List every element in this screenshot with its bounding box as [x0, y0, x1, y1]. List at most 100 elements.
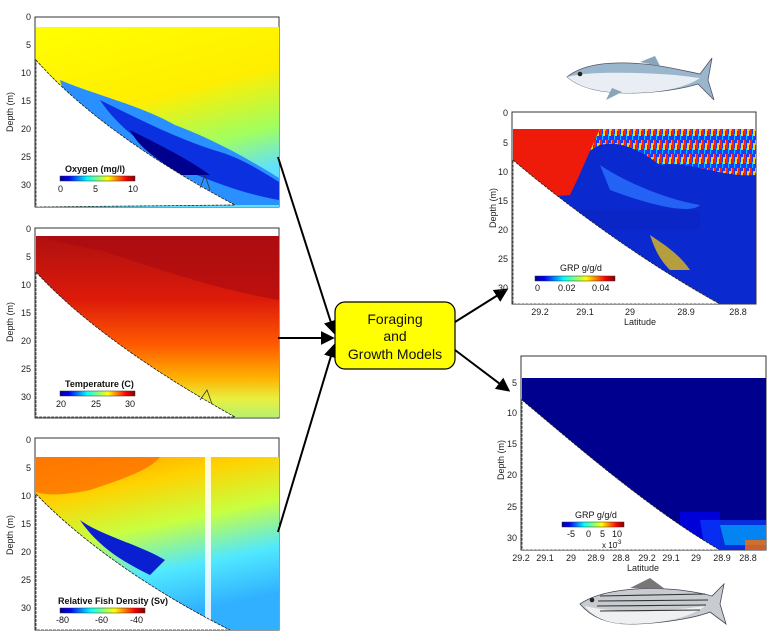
oxygen-panel: 0 5 10 15 20 25 30 Depth (m) Oxygen (mg/…	[5, 12, 280, 208]
y-tick: 5	[26, 252, 31, 262]
colorbar-tick: 0	[58, 184, 63, 194]
striped-bass-illustration	[579, 578, 727, 626]
y-tick: 10	[507, 408, 517, 418]
colorbar-tick: 5	[93, 184, 98, 194]
y-tick: 20	[507, 470, 517, 480]
x-tick: 29	[625, 307, 635, 317]
grp-bluefish-panel: 0 5 10 15 20 25 30 Depth (m) 29.2 29.1 2…	[488, 108, 757, 327]
x-tick: 29	[691, 553, 701, 563]
x-tick: 28.8	[612, 553, 630, 563]
y-tick: 30	[498, 283, 508, 293]
x-tick: 29.1	[576, 307, 594, 317]
y-axis-label: Depth (m)	[496, 440, 506, 480]
grp-bluefish-seabed	[512, 159, 721, 305]
colorbar-tick: 25	[91, 399, 101, 409]
grp-bluefish-y-axis: 0 5 10 15 20 25 30 Depth (m)	[488, 108, 508, 293]
y-tick: 25	[507, 502, 517, 512]
x-tick: 28.8	[739, 553, 757, 563]
arrow-models-to-bluefish-grp	[454, 288, 509, 323]
grp-striped-bass-panel: 5 10 15 20 25 30 Depth (m) 29.2 29.1 29 …	[496, 355, 767, 573]
arrow-models-to-striped-bass-grp	[454, 349, 511, 392]
bluefish-illustration	[566, 56, 715, 101]
grp-striped-bass-y-axis: 5 10 15 20 25 30 Depth (m)	[496, 378, 517, 543]
oxygen-seabed	[35, 58, 236, 208]
colorbar-multiplier: x 10	[602, 541, 618, 550]
y-tick: 5	[26, 463, 31, 473]
oxygen-y-axis: 0 5 10 15 20 25 30 Depth (m)	[5, 12, 31, 190]
fish-seabed	[35, 493, 231, 631]
x-tick: 29	[566, 553, 576, 563]
colorbar-tick: -5	[567, 529, 575, 539]
y-tick: 5	[503, 138, 508, 148]
y-tick: 10	[21, 68, 31, 78]
colorbar-title: GRP g/g/d	[575, 510, 617, 520]
y-tick: 20	[21, 124, 31, 134]
y-tick: 15	[498, 196, 508, 206]
y-tick: 5	[512, 378, 517, 388]
y-tick: 10	[21, 491, 31, 501]
colorbar-title: Temperature (C)	[65, 379, 134, 389]
x-tick: 28.9	[677, 307, 695, 317]
oxygen-colorbar: Oxygen (mg/l) 0 5 10	[58, 164, 138, 194]
colorbar-title: Oxygen (mg/l)	[65, 164, 125, 174]
x-axis-label: Latitude	[627, 563, 659, 573]
y-tick: 25	[21, 364, 31, 374]
y-tick: 20	[498, 225, 508, 235]
foraging-growth-models-box: Foraging and Growth Models	[334, 301, 456, 370]
colorbar-tick: 20	[56, 399, 66, 409]
y-tick: 20	[21, 547, 31, 557]
colorbar-exponent: -3	[616, 540, 622, 546]
y-tick: 15	[21, 96, 31, 106]
arrows	[277, 156, 511, 533]
colorbar-tick: -80	[56, 615, 69, 625]
center-box-line: Foraging	[367, 311, 422, 327]
x-tick: 29.1	[662, 553, 680, 563]
y-tick: 25	[21, 575, 31, 585]
colorbar-tick: 30	[125, 399, 135, 409]
y-tick: 15	[21, 308, 31, 318]
y-tick: 5	[26, 40, 31, 50]
x-tick: 29.2	[531, 307, 549, 317]
temperature-colorbar: Temperature (C) 20 25 30	[56, 379, 136, 409]
x-tick: 28.8	[729, 307, 747, 317]
x-tick: 28.9	[713, 553, 731, 563]
colorbar-tick: 0.04	[592, 283, 610, 293]
y-tick: 0	[26, 435, 31, 445]
y-tick: 25	[21, 152, 31, 162]
x-tick: 29.2	[638, 553, 656, 563]
grp-bluefish-colorbar: GRP g/g/d 0 0.02 0.04	[534, 263, 616, 293]
colorbar-title: GRP g/g/d	[560, 263, 602, 273]
colorbar-tick: 10	[612, 529, 622, 539]
y-tick: 0	[503, 108, 508, 118]
temperature-panel: 0 5 10 15 20 25 30 Depth (m) Temperature…	[5, 224, 280, 419]
x-axis-label: Latitude	[624, 317, 656, 327]
grp-striped-bass-seabed	[521, 399, 722, 551]
y-tick: 30	[21, 603, 31, 613]
x-tick: 29.2	[512, 553, 530, 563]
grp-bluefish-x-axis: 29.2 29.1 29 28.9 28.8 Latitude	[531, 307, 747, 327]
arrow-fish-to-models	[277, 343, 338, 533]
temperature-seabed	[35, 270, 236, 418]
grp-striped-bass-colorbar: GRP g/g/d -5 0 5 10 x 10 -3	[561, 510, 625, 550]
y-tick: 15	[507, 439, 517, 449]
y-axis-label: Depth (m)	[5, 302, 15, 342]
fish-density-panel: 0 5 10 15 20 25 30 Depth (m) Relative Fi…	[5, 435, 280, 631]
x-tick: 29.1	[536, 553, 554, 563]
y-tick: 20	[21, 336, 31, 346]
fish-y-axis: 0 5 10 15 20 25 30 Depth (m)	[5, 435, 31, 613]
y-axis-label: Depth (m)	[488, 188, 498, 228]
y-tick: 30	[21, 180, 31, 190]
colorbar-tick: 0	[535, 283, 540, 293]
y-tick: 10	[21, 280, 31, 290]
fish-colorbar: Relative Fish Density (Sv) -80 -60 -40	[56, 596, 168, 625]
colorbar-tick: 0	[586, 529, 591, 539]
y-tick: 25	[498, 254, 508, 264]
y-tick: 30	[507, 533, 517, 543]
y-tick: 0	[26, 224, 31, 234]
colorbar-tick: 5	[600, 529, 605, 539]
arrow-oxygen-to-models	[277, 156, 338, 335]
x-tick: 28.9	[587, 553, 605, 563]
y-tick: 30	[21, 392, 31, 402]
colorbar-tick: -40	[130, 615, 143, 625]
